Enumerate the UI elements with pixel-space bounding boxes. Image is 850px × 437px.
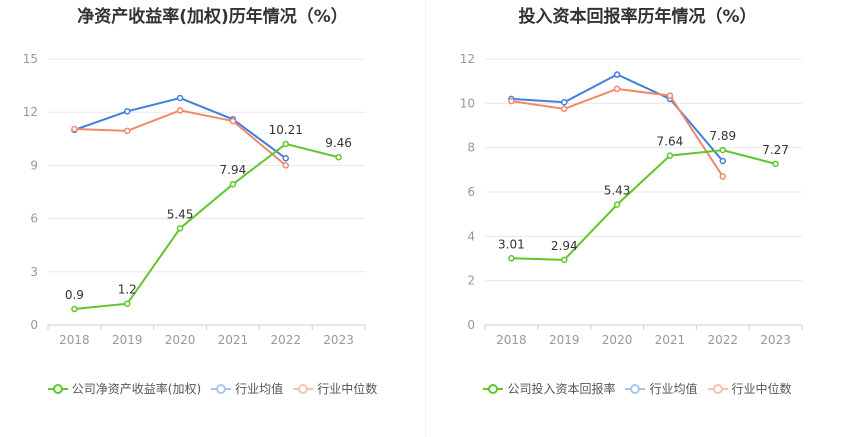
y-tick-label: 15 [23, 52, 38, 66]
legend-label: 行业中位数 [317, 382, 378, 396]
legend-marker-icon [625, 383, 646, 395]
data-label: 7.89 [709, 129, 736, 143]
data-point [176, 94, 184, 102]
y-tick-label: 6 [467, 185, 475, 199]
data-point [666, 92, 674, 99]
legend-item-company-roic[interactable]: 公司投入资本回报率 [483, 380, 615, 397]
data-point [71, 305, 78, 313]
roe-chart-legend: 公司净资产收益率(加权) 行业均值 行业中位数 [0, 380, 425, 397]
x-tick-label: 2022 [707, 333, 738, 347]
data-point [124, 300, 131, 307]
data-label: 7.64 [657, 135, 684, 149]
data-point [282, 140, 289, 148]
data-point [282, 162, 289, 169]
data-point [282, 155, 289, 162]
x-tick-label: 2021 [218, 333, 249, 347]
roic-chart-plot: 0 2 4 6 8 10 12 2018 2019 2020 2021 2022 2023 3.01 2.9… [460, 52, 803, 347]
roe-chart-plot: 0 3 6 9 12 15 2018 2019 2020 2021 2022 2023 0.9 1.2 5.… [23, 52, 366, 347]
data-point [666, 152, 674, 159]
data-point [335, 153, 342, 161]
y-tick-label: 2 [467, 274, 475, 288]
data-point [613, 85, 621, 93]
data-label: 0.9 [65, 288, 84, 302]
data-label: 1.2 [118, 283, 137, 297]
y-tick-label: 6 [30, 212, 38, 226]
data-point [772, 160, 779, 168]
data-label: 7.94 [220, 163, 247, 177]
y-tick-label: 8 [467, 141, 475, 155]
roic-chart-panel: 投入资本回报率历年情况（%） 0 2 4 6 8 10 12 2018 2019 2020 2021… [425, 0, 850, 437]
roe-chart-title: 净资产收益率(加权)历年情况（%） [77, 7, 348, 27]
series-line-industry-median [511, 87, 724, 178]
y-tick-label: 12 [23, 105, 38, 119]
legend-label: 行业中位数 [731, 382, 792, 396]
roe-chart-panel: 净资产收益率(加权)历年情况（%） 0 3 6 9 12 15 2018 2019 2020 20… [0, 7, 425, 397]
y-tick-label: 12 [460, 52, 475, 66]
series-line-industry-avg [74, 96, 287, 160]
legend-marker-icon [293, 383, 314, 395]
legend-marker-icon [47, 383, 68, 395]
data-point [613, 201, 621, 208]
x-tick-label: 2018 [59, 333, 90, 347]
roic-chart-legend: 公司投入资本回报率 行业均值 行业中位数 [425, 380, 850, 397]
panel-divider [425, 0, 426, 437]
data-point [719, 146, 726, 154]
y-tick-label: 4 [467, 229, 475, 243]
y-tick-label: 3 [30, 265, 38, 279]
data-point [613, 71, 621, 78]
data-point [719, 157, 726, 165]
x-tick-label: 2020 [602, 333, 633, 347]
y-tick-label: 0 [30, 318, 38, 332]
data-point [508, 255, 515, 262]
data-label: 9.46 [325, 136, 352, 150]
x-tick-label: 2019 [549, 333, 580, 347]
legend-item-industry-avg[interactable]: 行业均值 [625, 380, 698, 397]
data-point [561, 105, 568, 113]
x-tick-label: 2023 [760, 333, 791, 347]
x-tick-label: 2019 [112, 333, 143, 347]
legend-item-company-roe[interactable]: 公司净资产收益率(加权) [47, 380, 202, 397]
data-point [719, 173, 726, 180]
data-point [124, 108, 131, 115]
data-label: 5.45 [167, 207, 194, 221]
data-point [561, 256, 568, 264]
legend-label: 行业均值 [649, 382, 698, 396]
x-tick-label: 2018 [496, 333, 527, 347]
legend-item-industry-median[interactable]: 行业中位数 [707, 380, 792, 397]
data-point [176, 107, 184, 114]
legend-item-industry-avg[interactable]: 行业均值 [211, 380, 283, 397]
legend-label: 公司投入资本回报率 [507, 382, 616, 396]
legend-marker-icon [707, 383, 728, 395]
y-tick-label: 10 [460, 96, 475, 110]
roic-chart-title: 投入资本回报率历年情况（%） [518, 7, 757, 27]
x-tick-label: 2020 [165, 333, 196, 347]
data-point [229, 117, 237, 125]
legend-label: 行业均值 [235, 382, 284, 396]
data-point [71, 125, 78, 133]
legend-marker-icon [483, 383, 504, 395]
x-tick-label: 2022 [270, 333, 301, 347]
data-point [176, 225, 184, 232]
x-tick-label: 2023 [323, 333, 354, 347]
y-tick-label: 9 [30, 158, 38, 172]
data-point [229, 180, 237, 188]
data-label: 3.01 [498, 237, 525, 251]
data-label: 7.27 [762, 143, 789, 157]
data-label: 2.94 [551, 239, 578, 253]
data-label: 5.43 [604, 184, 631, 198]
y-tick-label: 0 [467, 318, 475, 332]
data-point [561, 98, 568, 106]
legend-item-industry-median[interactable]: 行业中位数 [293, 380, 377, 397]
data-point [124, 127, 131, 135]
legend-marker-icon [211, 383, 232, 395]
legend-label: 公司净资产收益率(加权) [71, 382, 202, 396]
data-point [508, 97, 515, 105]
series-line-company [511, 149, 776, 261]
series-line-company [74, 142, 339, 311]
data-label: 10.21 [269, 123, 303, 137]
x-tick-label: 2021 [655, 333, 686, 347]
